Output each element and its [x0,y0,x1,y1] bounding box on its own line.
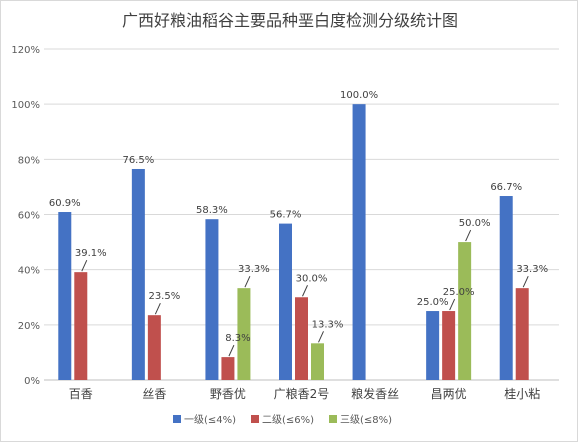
legend-swatch [329,415,337,423]
label-leader-line [244,275,251,288]
x-tick-label: 昌两优 [431,387,467,401]
y-tick-label: 20% [18,321,40,332]
label-leader-line [522,275,529,288]
y-axis-ticks: 0% 20% 40% 60% 80% 100% 120% [11,45,40,387]
data-labels: 60.9% 39.1% 76.5% 23.5% 58.3% 8.3% 33.3% 56.7% 3… [49,90,548,357]
y-tick-label: 120% [11,45,40,56]
label-leader-line [318,331,324,343]
data-label: 25.0% [417,297,449,308]
y-tick-label: 40% [18,266,40,277]
x-tick-label: 粮发香丝 [351,386,399,401]
data-label: 33.3% [516,264,548,275]
data-label: 58.3% [196,205,228,216]
legend: 一级(≤4%) 二级(≤6%) 三级(≤8%) [173,414,392,426]
data-label: 50.0% [459,218,491,229]
x-tick-label: 野香优 [210,387,246,401]
bar [442,311,456,380]
data-label: 30.0% [296,273,328,284]
bar [205,219,219,380]
legend-swatch [173,415,181,423]
chart-title: 广西好粮油稻谷主要品种垩白度检测分级统计图 [122,11,458,30]
y-tick-label: 100% [11,100,40,111]
gridlines [44,48,559,381]
label-leader-line [228,344,235,357]
label-leader-line [449,298,456,311]
data-label: 60.9% [49,198,81,209]
bar [237,288,251,380]
bar [426,311,440,380]
bar [295,297,308,380]
data-label: 13.3% [312,319,344,330]
bar [279,223,292,380]
x-tick-label: 桂小粘 [504,386,540,401]
bar [147,315,161,380]
data-label: 23.5% [148,291,180,302]
data-label: 25.0% [443,287,475,298]
label-leader-line [81,259,88,272]
legend-label: 三级(≤8%) [340,414,392,426]
x-axis-ticks: 百香 丝香 野香优 广粮香2号 粮发香丝 昌两优 桂小粘 [69,386,540,401]
data-label: 33.3% [238,264,270,275]
label-leader-line [302,285,308,297]
data-label: 56.7% [270,210,302,221]
bar [311,343,324,380]
legend-label: 一级(≤4%) [184,414,236,426]
x-tick-label: 广粮香2号 [274,386,330,401]
bar [352,104,366,381]
y-tick-label: 80% [18,155,40,166]
y-tick-label: 0% [24,376,40,387]
bars [58,104,529,381]
x-tick-label: 丝香 [142,387,166,401]
bar [221,357,235,380]
data-label: 76.5% [122,155,154,166]
data-label: 39.1% [75,248,107,259]
x-tick-label: 百香 [69,387,93,401]
bar [74,272,88,380]
y-tick-label: 60% [18,211,40,222]
bar [58,212,72,380]
bar [131,168,145,380]
bar [499,196,513,380]
bar [458,242,472,380]
data-label: 100.0% [340,90,378,101]
label-leader-line [154,302,161,315]
label-leader-line [465,229,472,242]
data-label: 66.7% [490,182,522,193]
legend-label: 二级(≤6%) [262,414,314,426]
legend-swatch [251,415,259,423]
bar [515,288,529,380]
data-label: 8.3% [225,333,250,344]
